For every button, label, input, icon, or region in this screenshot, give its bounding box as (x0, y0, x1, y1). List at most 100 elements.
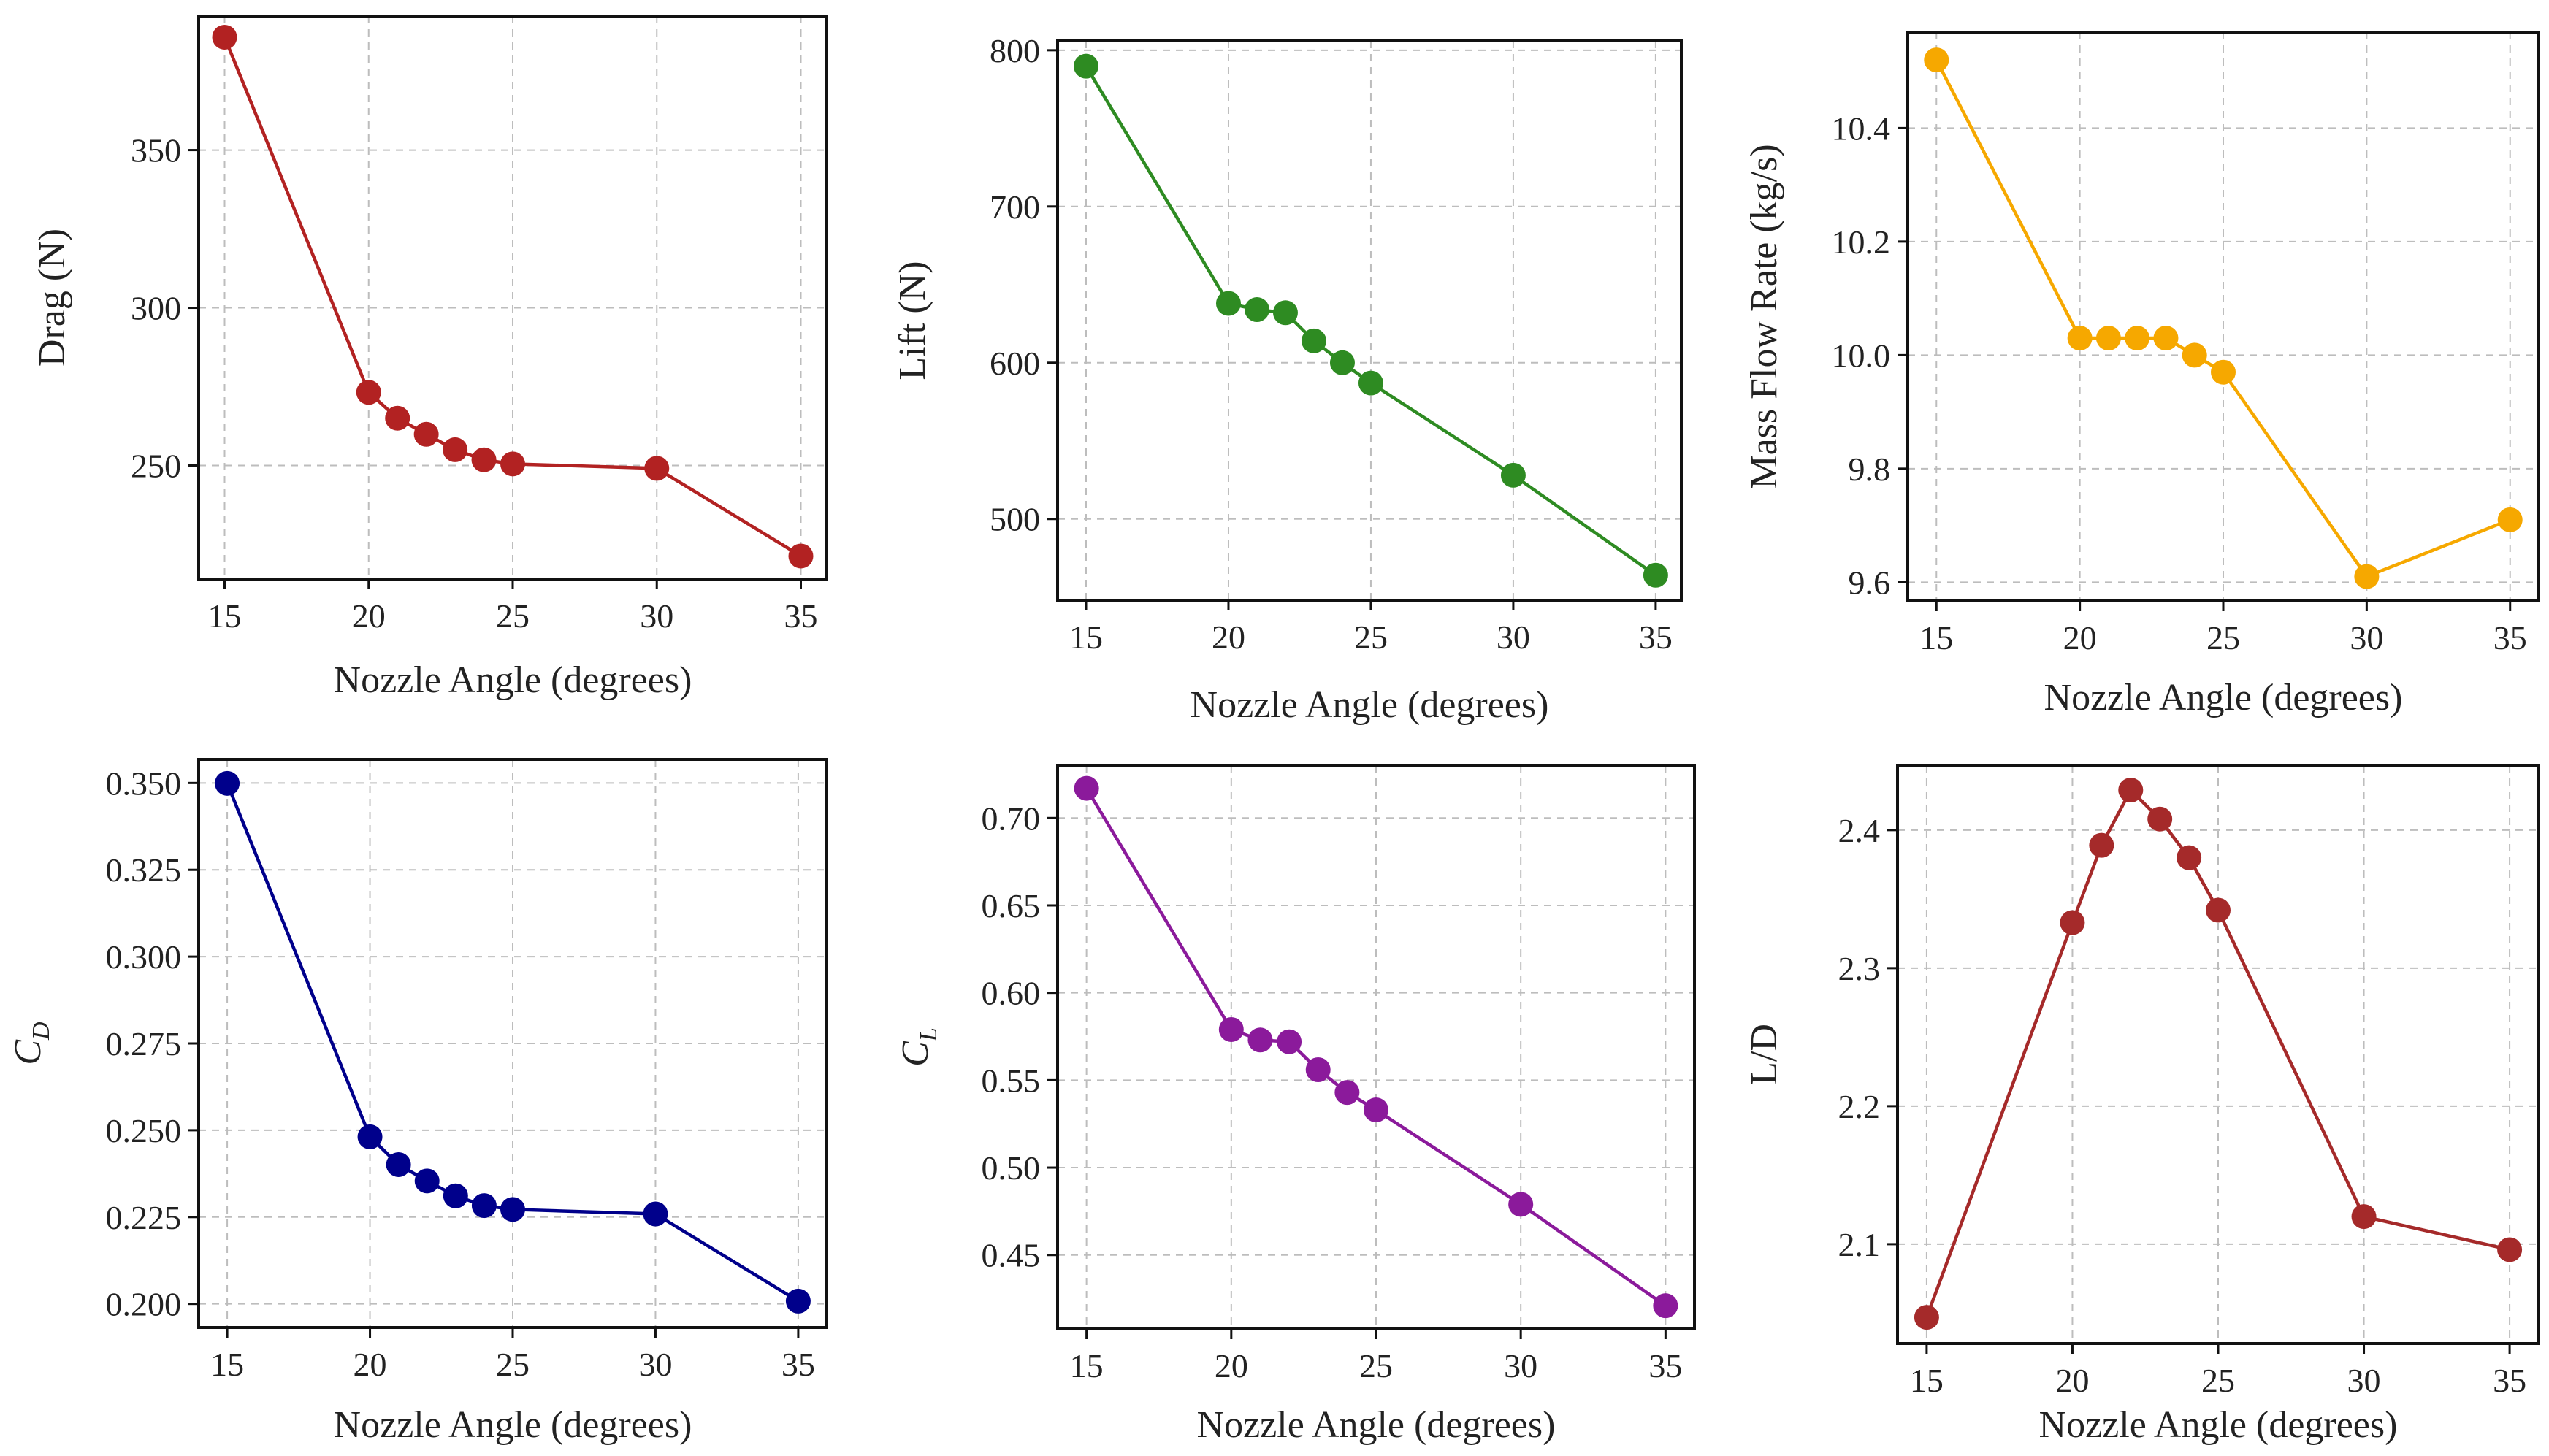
x-tick-label: 25 (2206, 619, 2240, 656)
x-tick-label: 20 (2055, 1362, 2089, 1399)
data-point (1329, 350, 1355, 375)
x-tick-label: 35 (781, 1346, 815, 1383)
data-point (2497, 1237, 2523, 1262)
data-point (1301, 328, 1326, 353)
data-point (413, 421, 439, 447)
data-point (1358, 370, 1383, 396)
x-tick-label: 15 (210, 1346, 244, 1383)
y-tick-label: 0.45 (982, 1237, 1041, 1274)
x-tick-label: 35 (1639, 618, 1673, 656)
data-point (215, 770, 240, 796)
x-axis-label: Nozzle Angle (degrees) (2044, 677, 2403, 719)
data-point (1215, 291, 1241, 316)
x-tick-label: 35 (784, 597, 817, 635)
y-tick-label: 500 (990, 501, 1040, 538)
y-axis-label-text: C (7, 1039, 49, 1065)
y-tick-label: 0.200 (106, 1286, 182, 1323)
y-tick-label: 9.6 (1849, 564, 1891, 601)
data-point (386, 1152, 411, 1177)
x-tick-label: 15 (1069, 618, 1103, 656)
y-tick-label: 0.300 (106, 938, 182, 976)
x-tick-label: 15 (1910, 1362, 1944, 1399)
x-tick-label: 15 (1070, 1347, 1104, 1384)
data-point (1364, 1097, 1388, 1123)
x-axis-label: Nozzle Angle (degrees) (334, 659, 692, 701)
data-point (2089, 832, 2114, 858)
data-point (414, 1168, 440, 1194)
data-point (2351, 1204, 2377, 1230)
y-tick-label: 800 (990, 32, 1040, 69)
data-point (2125, 326, 2150, 351)
x-tick-label: 30 (638, 1346, 672, 1383)
data-point (1334, 1080, 1360, 1106)
y-tick-label: 0.225 (106, 1199, 182, 1236)
x-tick-label: 25 (1359, 1347, 1393, 1384)
data-point (785, 1288, 811, 1314)
y-tick-label: 700 (990, 188, 1040, 226)
data-point (1643, 562, 1668, 588)
x-tick-label: 30 (640, 597, 673, 635)
y-tick-label: 0.275 (106, 1025, 182, 1062)
data-point (2211, 359, 2236, 385)
x-tick-label: 30 (2347, 1362, 2381, 1399)
x-tick-label: 30 (1504, 1347, 1537, 1384)
y-tick-label: 9.8 (1849, 451, 1891, 488)
data-point (2095, 326, 2121, 351)
data-point (1074, 775, 1099, 801)
x-axis-label: Nozzle Angle (degrees) (2039, 1404, 2398, 1446)
x-tick-label: 20 (354, 1346, 387, 1383)
data-point (471, 447, 497, 472)
y-tick-label: 0.70 (982, 800, 1041, 837)
x-tick-label: 25 (496, 1346, 530, 1383)
y-axis-label: Lift (N) (892, 261, 933, 380)
y-axis-label-text: C (895, 1041, 936, 1067)
data-point (1247, 1027, 1273, 1053)
y-axis-label-text: Drag (N) (31, 229, 73, 367)
data-point (1218, 1016, 1244, 1042)
x-tick-label: 25 (496, 597, 530, 635)
chart-panel-2: 15 20 25 30 35 500 600 700 800 Nozzle Angle (degr… (892, 32, 1683, 726)
x-axis-label: Nozzle Angle (degrees) (1197, 1404, 1556, 1446)
y-tick-label: 0.50 (982, 1149, 1041, 1187)
chart-panel-5: 15 20 25 30 35 0.45 0.50 0.55 0.60 0.65 0.70 Nozzle… (895, 764, 1696, 1446)
data-point (2206, 897, 2231, 923)
x-tick-label: 35 (2493, 1362, 2526, 1399)
y-axis-label: CD (7, 1022, 55, 1065)
data-point (2354, 564, 2380, 589)
data-point (1924, 47, 1949, 73)
plot-frame (1056, 764, 1696, 1330)
x-tick-label: 25 (1354, 618, 1388, 656)
y-axis-label-text: Mass Flow Rate (kg/s) (1743, 144, 1785, 488)
y-tick-label: 10.4 (1832, 110, 1891, 147)
data-point (443, 437, 468, 462)
y-tick-label: 2.3 (1838, 950, 1881, 987)
chart-panel-1: 15 20 25 30 35 250 300 350 Nozzle Angle (degrees… (31, 15, 828, 701)
data-point (1653, 1293, 1678, 1319)
y-axis-label-subscript: D (28, 1022, 55, 1041)
chart-panel-4: 15 20 25 30 35 0.200 0.225 0.250 0.275 0.300 0.325… (7, 758, 828, 1446)
data-point (500, 451, 525, 477)
data-point (356, 380, 381, 405)
x-tick-label: 15 (1919, 619, 1953, 656)
y-axis-label-text: L/D (1743, 1024, 1785, 1085)
data-point (443, 1183, 468, 1208)
x-axis-label: Nozzle Angle (degrees) (1191, 684, 1549, 726)
data-point (1305, 1057, 1331, 1082)
data-point (788, 543, 814, 569)
data-point (471, 1193, 497, 1219)
x-tick-label: 20 (352, 597, 386, 635)
x-tick-label: 25 (2201, 1362, 2235, 1399)
y-axis-label: L/D (1743, 1024, 1785, 1085)
y-tick-label: 2.1 (1838, 1226, 1881, 1263)
series-line (1925, 788, 2510, 1318)
data-point (500, 1197, 525, 1222)
y-tick-label: 300 (131, 290, 181, 327)
data-point (357, 1124, 383, 1149)
data-point (1914, 1305, 1939, 1330)
x-axis-label: Nozzle Angle (degrees) (334, 1404, 692, 1446)
data-point (1500, 462, 1526, 488)
data-point (1277, 1029, 1302, 1054)
y-axis-label-subscript: L (915, 1027, 942, 1042)
data-point (2067, 326, 2093, 351)
chart-panel-6: 15 20 25 30 35 2.1 2.2 2.3 2.4 Nozzle Angle (degr… (1743, 764, 2540, 1446)
